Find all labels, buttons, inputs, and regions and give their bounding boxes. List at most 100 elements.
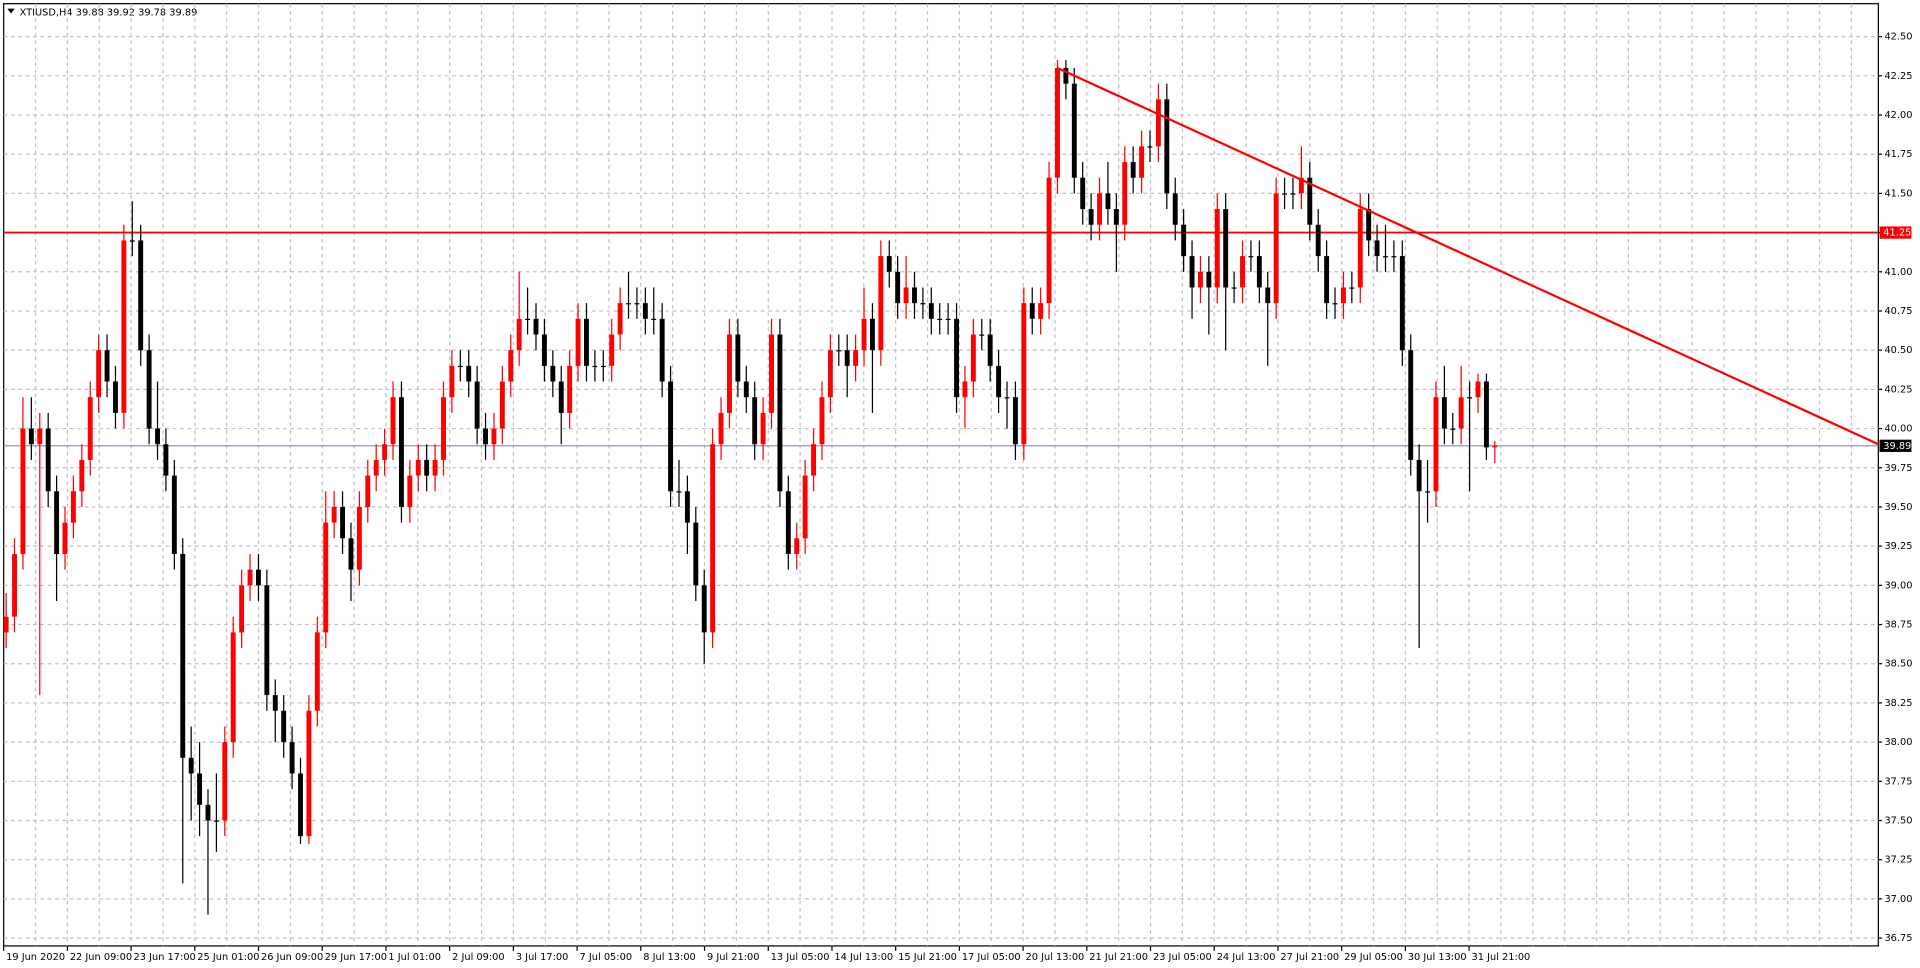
candle-body: [1374, 240, 1380, 257]
candle-body: [1189, 256, 1195, 288]
candle-body: [1425, 491, 1430, 493]
candle-body: [592, 365, 598, 368]
candle-body: [1349, 287, 1355, 289]
candle-body: [1198, 271, 1203, 288]
candle-body: [1038, 303, 1044, 319]
candle-body: [415, 459, 421, 476]
candle-body: [1265, 287, 1271, 304]
candle-body: [180, 553, 186, 758]
candle-body: [1080, 177, 1086, 210]
y-tick-label: 42.25: [1884, 71, 1912, 82]
x-tick-label: 14 Jul 13:00: [834, 952, 893, 963]
candle-body: [1307, 177, 1313, 225]
x-tick-label: 24 Jul 13:00: [1217, 952, 1276, 963]
candle-body: [1063, 67, 1069, 84]
x-tick-label: 8 Jul 13:00: [643, 952, 696, 963]
candle-body: [1055, 67, 1060, 178]
candle-body: [718, 412, 724, 445]
x-tick-label: 1 Jul 01:00: [388, 952, 441, 963]
candle-body: [1012, 397, 1018, 445]
candle-body: [1298, 177, 1304, 194]
candle-body: [1046, 177, 1052, 304]
candle-body: [163, 444, 169, 476]
candle-body: [895, 271, 901, 304]
candle-body: [340, 506, 346, 539]
candle-body: [878, 256, 884, 351]
y-tick-label: 37.50: [1884, 816, 1912, 827]
candle-body: [701, 585, 707, 633]
candle-body: [104, 350, 110, 382]
candle-body: [213, 820, 219, 822]
candle-body: [558, 381, 564, 413]
price-tag-label: 41.25: [1883, 228, 1911, 239]
candle-body: [138, 240, 144, 351]
candle-body: [407, 475, 413, 507]
candle-body: [247, 569, 253, 586]
menu-arrow[interactable]: [7, 8, 15, 14]
x-tick-label: 31 Jul 21:00: [1472, 952, 1531, 963]
candle-body: [996, 365, 1002, 398]
candle-body: [70, 491, 76, 523]
candle-body: [348, 538, 354, 570]
candle-body: [28, 428, 34, 445]
candle-body: [1467, 397, 1473, 399]
candle-body: [600, 365, 606, 368]
candle-body: [54, 491, 60, 554]
candle-body: [171, 475, 177, 554]
candle-body: [1256, 256, 1262, 288]
candle-body: [802, 475, 808, 539]
candle-body: [1071, 83, 1077, 178]
candle-body: [827, 350, 833, 398]
candle-body: [1433, 397, 1439, 492]
candle-body: [1340, 287, 1346, 304]
candle-body: [861, 318, 867, 351]
candle-body: [634, 303, 640, 305]
y-tick-label: 40.25: [1884, 384, 1912, 395]
candle-body: [197, 773, 203, 805]
candle-body: [1290, 193, 1296, 195]
candle-body: [264, 585, 270, 696]
candle-body: [3, 616, 9, 633]
candle-body: [1458, 397, 1464, 429]
candle-body: [1172, 193, 1178, 225]
candle-body: [1492, 445, 1498, 448]
candle-body: [979, 334, 985, 336]
y-tick-label: 42.50: [1884, 32, 1912, 43]
candle-body: [642, 303, 648, 319]
candle-body: [676, 491, 682, 493]
candle-body: [1147, 146, 1153, 148]
candle-body: [550, 365, 556, 382]
y-tick-label: 39.75: [1884, 463, 1912, 474]
price-tag-label: 39.89: [1883, 441, 1911, 452]
y-tick-label: 37.00: [1884, 894, 1912, 905]
candle-body: [1391, 256, 1397, 258]
candle-body: [113, 381, 118, 413]
candle-body: [457, 365, 463, 368]
candle-body: [20, 428, 26, 554]
candle-body: [1240, 256, 1245, 288]
candle-body: [1282, 193, 1288, 195]
candle-body: [281, 710, 287, 743]
candle-body: [928, 303, 934, 319]
candle-body: [499, 381, 505, 429]
x-tick-label: 19 Jun 2020: [6, 952, 65, 963]
candle-body: [567, 365, 573, 413]
candle-body: [121, 240, 127, 413]
candle-body: [1357, 209, 1363, 288]
candle-body: [912, 287, 917, 304]
candle-body: [331, 506, 337, 523]
candle-body: [255, 569, 261, 586]
candle-body: [205, 804, 211, 821]
candle-body: [1483, 381, 1489, 448]
y-tick-label: 40.75: [1884, 306, 1912, 317]
candle-body: [516, 318, 522, 351]
candle-body: [12, 553, 17, 617]
x-tick-label: 13 Jul 05:00: [771, 952, 830, 963]
candle-body: [1416, 459, 1422, 492]
candle-body: [272, 695, 278, 711]
y-tick-label: 38.50: [1884, 659, 1912, 670]
candle-body: [1399, 256, 1405, 351]
candle-body: [1273, 193, 1279, 304]
x-tick-label: 29 Jul 05:00: [1344, 952, 1403, 963]
